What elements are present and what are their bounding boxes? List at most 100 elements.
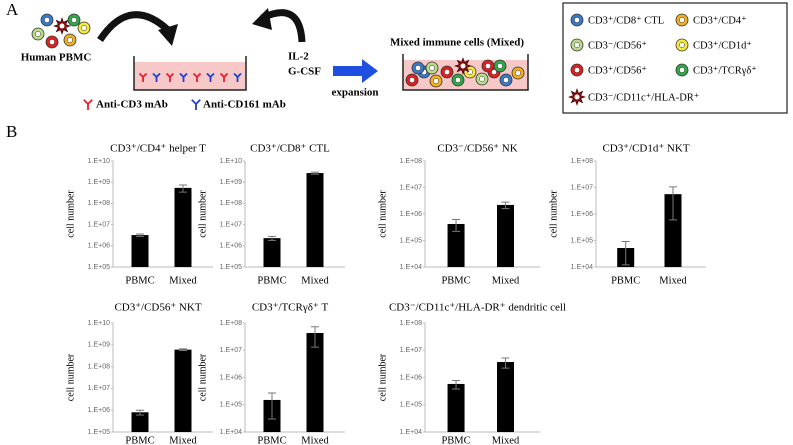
x-tick-label: PBMC bbox=[125, 435, 154, 445]
legend-box bbox=[562, 2, 788, 114]
legend-label: CD3⁻/CD11c⁺/HLA-DR⁺ bbox=[588, 92, 700, 103]
legend-label: CD3⁻/CD56⁺ bbox=[588, 40, 647, 51]
x-tick-label: Mixed bbox=[659, 275, 687, 286]
error-bar bbox=[268, 235, 276, 241]
y-tick-label: 1.E+05 bbox=[571, 237, 593, 244]
cell-nucleus bbox=[409, 77, 415, 83]
x-tick-label: PBMC bbox=[125, 275, 154, 286]
cytokine: IL-2 bbox=[288, 51, 309, 63]
error-bar bbox=[268, 392, 276, 420]
y-tick-label: 1.E+08 bbox=[88, 363, 110, 370]
cell-nucleus bbox=[574, 67, 580, 73]
error-bar bbox=[311, 326, 319, 348]
antibody bbox=[152, 72, 161, 82]
antibody bbox=[179, 72, 188, 82]
x-tick-label: Mixed bbox=[169, 435, 197, 445]
bar bbox=[497, 204, 514, 267]
y-tick-label: 1.E+06 bbox=[220, 243, 242, 250]
bar bbox=[447, 383, 465, 432]
bar bbox=[263, 238, 281, 267]
y-tick-label: 1.E+06 bbox=[400, 374, 422, 381]
error-bar bbox=[311, 171, 319, 175]
y-axis-label: cell number bbox=[197, 190, 208, 238]
x-tick-label: PBMC bbox=[441, 435, 470, 445]
chart-title: CD3⁺/CD1d⁺ NKT bbox=[602, 143, 689, 155]
x-tick-label: PBMC bbox=[257, 275, 286, 286]
x-tick-label: Mixed bbox=[492, 435, 520, 445]
cell-nucleus bbox=[444, 69, 450, 75]
x-tick-label: Mixed bbox=[492, 275, 520, 286]
y-tick-label: 1.E+08 bbox=[571, 158, 593, 165]
cell-nucleus bbox=[574, 17, 580, 23]
y-axis-label: cell number bbox=[65, 190, 76, 238]
cell-nucleus bbox=[574, 42, 580, 48]
cell-nucleus bbox=[71, 17, 77, 23]
legend-label: CD3⁺/CD56⁺ bbox=[588, 65, 647, 76]
chart-title: CD3⁺/CD56⁺ NKT bbox=[114, 302, 201, 314]
y-tick-label: 1.E+05 bbox=[88, 429, 110, 436]
antibody bbox=[83, 99, 93, 110]
y-tick-label: 1.E+07 bbox=[88, 221, 110, 228]
y-tick-label: 1.E+04 bbox=[400, 264, 422, 271]
cell-nucleus bbox=[415, 65, 421, 71]
legend-label: CD3⁺/CD8⁺ CTL bbox=[588, 15, 664, 26]
bar bbox=[131, 235, 149, 267]
y-tick-label: 1.E+07 bbox=[400, 184, 422, 191]
panel-label: A bbox=[6, 0, 19, 19]
y-tick-label: 1.E+04 bbox=[571, 264, 593, 271]
error-bar bbox=[179, 348, 187, 351]
error-bar bbox=[179, 184, 187, 193]
y-tick-label: 1.E+06 bbox=[220, 374, 242, 381]
x-tick-label: PBMC bbox=[257, 435, 286, 445]
error-bar bbox=[452, 379, 461, 390]
y-axis-label: cell number bbox=[197, 353, 208, 401]
cell-nucleus bbox=[35, 31, 41, 37]
error-bar bbox=[669, 186, 677, 221]
cell-nucleus bbox=[44, 17, 50, 23]
y-tick-label: 1.E+05 bbox=[220, 402, 242, 409]
culture-dish bbox=[402, 54, 529, 91]
y-axis-label: cell number bbox=[65, 353, 76, 401]
y-tick-label: 1.E+05 bbox=[220, 264, 242, 271]
y-axis-label: cell number bbox=[548, 190, 559, 238]
error-bar bbox=[501, 201, 510, 210]
y-tick-label: 1.E+07 bbox=[88, 385, 110, 392]
y-axis-label: cell number bbox=[377, 190, 388, 238]
legend-label: CD3⁺/TCRγδ⁺ bbox=[693, 65, 757, 76]
legend-label: CD3⁺/CD1d⁺ bbox=[693, 40, 752, 51]
y-tick-label: 1.E+05 bbox=[400, 402, 422, 409]
antibody bbox=[138, 72, 148, 82]
cell-nucleus bbox=[515, 70, 521, 76]
bar bbox=[174, 187, 192, 267]
y-tick-label: 1.E+07 bbox=[220, 221, 242, 228]
culture-dish bbox=[133, 56, 247, 91]
antibody-label: Anti-CD161 mAb bbox=[203, 99, 286, 111]
y-tick-label: 1.E+08 bbox=[220, 200, 242, 207]
bar bbox=[306, 173, 324, 267]
cell-nucleus bbox=[433, 78, 439, 84]
cell-nucleus bbox=[467, 69, 473, 75]
bar bbox=[497, 362, 514, 432]
x-tick-label: PBMC bbox=[611, 275, 640, 286]
y-axis-label: cell number bbox=[377, 353, 388, 401]
error-bar bbox=[452, 219, 461, 232]
y-tick-label: 1.E+06 bbox=[88, 243, 110, 250]
y-tick-label: 1.E+06 bbox=[571, 211, 593, 218]
curved-arrow bbox=[97, 11, 171, 42]
y-tick-label: 1.E+09 bbox=[88, 342, 110, 349]
y-tick-label: 1.E+06 bbox=[400, 211, 422, 218]
antibody bbox=[206, 72, 215, 82]
expansion-arrow bbox=[333, 59, 378, 83]
y-tick-label: 1.E+05 bbox=[400, 237, 422, 244]
y-tick-label: 1.E+06 bbox=[88, 407, 110, 414]
y-tick-label: 1.E+10 bbox=[88, 158, 110, 165]
y-tick-label: 1.E+08 bbox=[220, 320, 242, 327]
chart-title: CD3⁺/TCRγδ⁺ T bbox=[252, 302, 329, 314]
y-tick-label: 1.E+08 bbox=[400, 320, 422, 327]
chart-title: CD3⁻/CD56⁺ NK bbox=[437, 143, 517, 155]
cytokine: G-CSF bbox=[288, 66, 321, 78]
cell-nucleus bbox=[429, 65, 435, 71]
cell-nucleus bbox=[81, 25, 87, 31]
antibody-label: Anti-CD3 mAb bbox=[96, 99, 168, 111]
chart-title: CD3⁺/CD8⁺ CTL bbox=[250, 143, 330, 155]
